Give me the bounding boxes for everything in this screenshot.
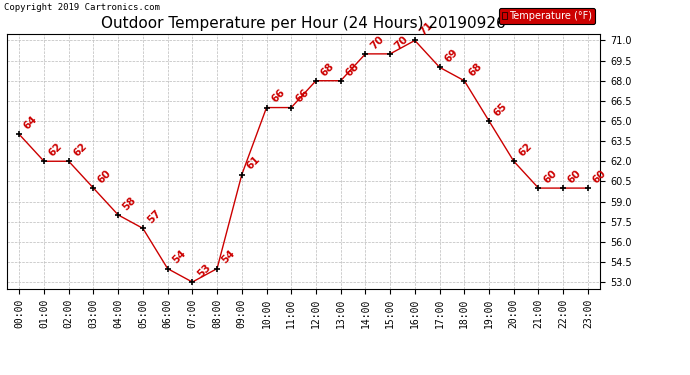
Text: 65: 65: [492, 101, 509, 118]
Text: 70: 70: [393, 34, 411, 51]
Title: Outdoor Temperature per Hour (24 Hours) 20190926: Outdoor Temperature per Hour (24 Hours) …: [101, 16, 506, 31]
Text: 54: 54: [220, 248, 237, 266]
Text: 70: 70: [368, 34, 386, 51]
Text: 60: 60: [591, 168, 608, 185]
Text: 62: 62: [517, 141, 534, 159]
Text: Copyright 2019 Cartronics.com: Copyright 2019 Cartronics.com: [4, 3, 160, 12]
Text: 69: 69: [442, 47, 460, 64]
Text: 54: 54: [170, 248, 188, 266]
Text: 58: 58: [121, 195, 138, 212]
Text: 68: 68: [344, 61, 361, 78]
Text: 68: 68: [467, 61, 484, 78]
Text: 66: 66: [294, 87, 311, 105]
Text: 66: 66: [269, 87, 286, 105]
Text: 62: 62: [47, 141, 64, 159]
Text: 64: 64: [22, 114, 39, 132]
Text: 60: 60: [541, 168, 559, 185]
Text: 62: 62: [72, 141, 89, 159]
Text: 68: 68: [319, 61, 336, 78]
Text: 60: 60: [96, 168, 114, 185]
Text: 53: 53: [195, 262, 213, 279]
Text: 61: 61: [244, 154, 262, 172]
Legend: Temperature (°F): Temperature (°F): [499, 8, 595, 24]
Text: 60: 60: [566, 168, 583, 185]
Text: 71: 71: [417, 20, 435, 38]
Text: 57: 57: [146, 208, 163, 226]
